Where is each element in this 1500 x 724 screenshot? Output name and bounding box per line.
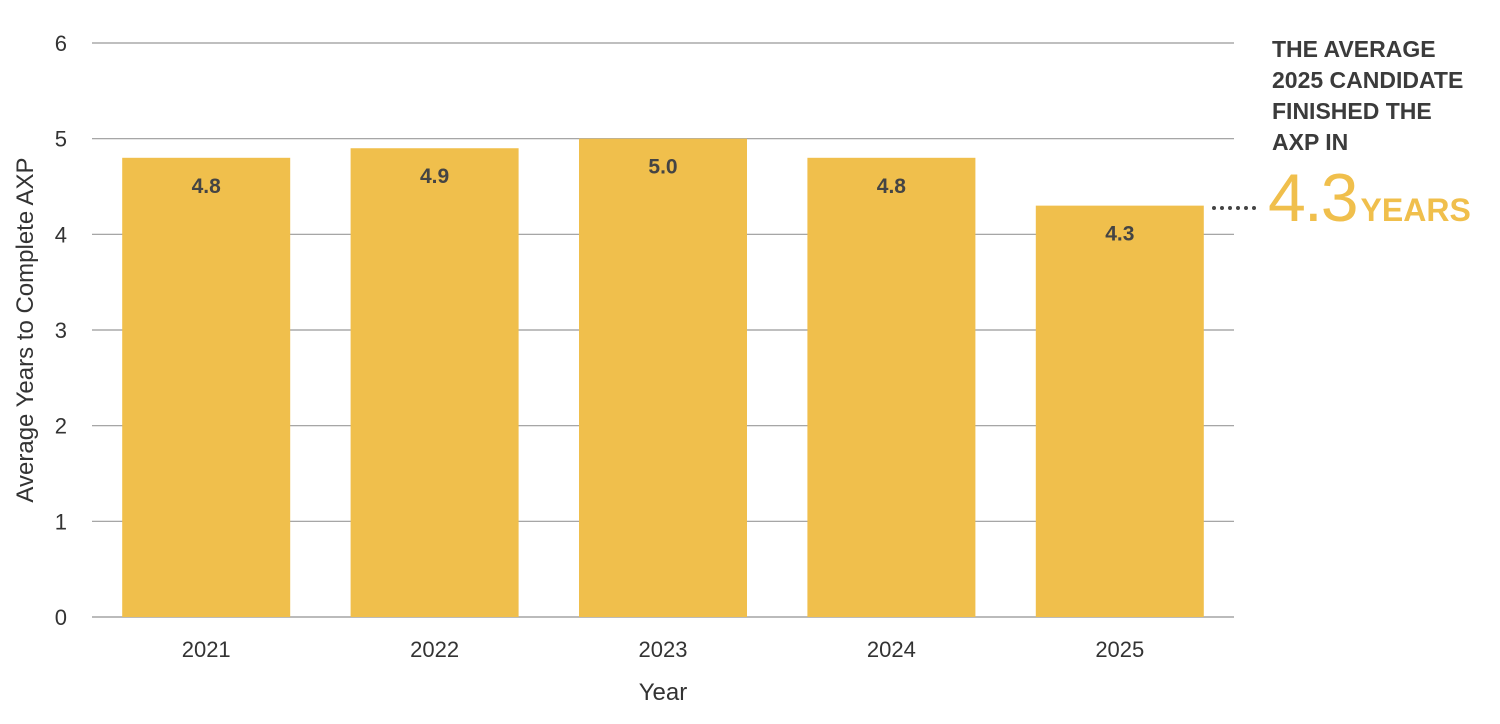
bar-value-label: 4.3 — [1105, 223, 1134, 246]
x-tick-label: 2023 — [639, 637, 688, 662]
y-tick-label: 5 — [55, 127, 67, 152]
y-tick-label: 0 — [55, 605, 67, 630]
callout-unit: YEARS — [1360, 192, 1471, 228]
callout-highlight: 4.3 YEARS — [1268, 160, 1471, 236]
x-axis-title: Year — [639, 679, 688, 706]
bar — [1035, 205, 1204, 617]
y-tick-label: 1 — [55, 509, 67, 534]
x-tick-label: 2021 — [182, 637, 231, 662]
y-tick-label: 2 — [55, 414, 67, 439]
callout-value: 4.3 — [1268, 160, 1359, 236]
leader-dot — [1252, 206, 1256, 210]
x-tick-label: 2025 — [1095, 637, 1144, 662]
x-axis-ticks: 2021 2022 2023 2024 2025 — [182, 637, 1145, 662]
leader-dot — [1212, 206, 1216, 210]
x-tick-label: 2022 — [410, 637, 459, 662]
bar-value-label: 4.9 — [420, 165, 449, 188]
leader-dot — [1236, 206, 1240, 210]
callout-line: THE AVERAGE — [1272, 36, 1436, 62]
y-tick-label: 6 — [55, 31, 67, 56]
x-tick-label: 2024 — [867, 637, 916, 662]
leader-dot — [1220, 206, 1224, 210]
bar-value-label: 4.8 — [192, 175, 222, 198]
bar — [350, 148, 519, 617]
bar — [807, 157, 976, 618]
callout-leader-dots — [1212, 206, 1256, 210]
callout-text: THE AVERAGE 2025 CANDIDATE FINISHED THE … — [1272, 34, 1497, 158]
callout-line: FINISHED THE — [1272, 98, 1432, 124]
bars — [122, 138, 1204, 618]
callout-line: 2025 CANDIDATE — [1272, 67, 1464, 93]
leader-dot — [1228, 206, 1232, 210]
y-axis-ticks: 0 1 2 3 4 5 6 — [55, 31, 67, 630]
callout-line: AXP IN — [1272, 129, 1349, 155]
y-tick-label: 3 — [55, 318, 67, 343]
data-labels: 4.8 4.9 5.0 4.8 4.3 — [192, 156, 1135, 246]
y-tick-label: 4 — [55, 222, 67, 247]
bar-value-label: 4.8 — [877, 175, 907, 198]
bar — [579, 138, 747, 617]
bar-value-label: 5.0 — [648, 156, 677, 179]
leader-dot — [1244, 206, 1248, 210]
bar — [122, 157, 291, 618]
y-axis-title: Average Years to Complete AXP — [12, 157, 39, 502]
callout-panel: THE AVERAGE 2025 CANDIDATE FINISHED THE … — [1272, 34, 1497, 158]
